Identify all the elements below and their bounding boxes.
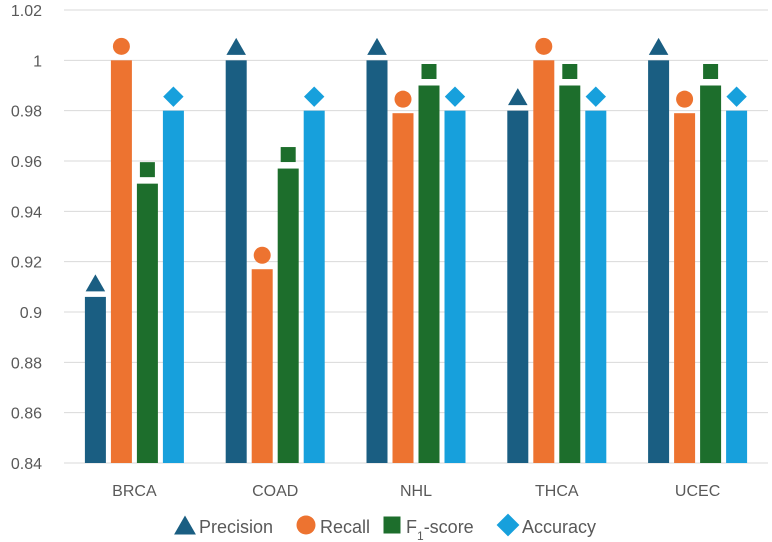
x-category-label: UCEC bbox=[675, 483, 720, 500]
marker-triangle-COAD bbox=[226, 37, 246, 55]
y-tick-label: 0.92 bbox=[11, 255, 42, 272]
bar-triangle-UCEC bbox=[648, 60, 670, 463]
x-category-label: COAD bbox=[252, 483, 298, 500]
bars bbox=[84, 60, 748, 464]
marker-diamond-UCEC bbox=[726, 86, 747, 107]
legend-label-triangle: Precision bbox=[199, 517, 273, 537]
marker-square-THCA bbox=[562, 64, 578, 79]
y-tick-label: 0.96 bbox=[11, 154, 42, 171]
bar-diamond-UCEC bbox=[726, 110, 748, 464]
markers bbox=[85, 37, 747, 292]
bar-circle-COAD bbox=[251, 269, 273, 463]
marker-triangle-THCA bbox=[508, 88, 528, 106]
marker-square-BRCA bbox=[139, 162, 155, 178]
marker-square-UCEC bbox=[703, 64, 719, 79]
marker-triangle-UCEC bbox=[648, 37, 669, 55]
y-tick-label: 0.9 bbox=[20, 305, 42, 322]
y-axis-ticks: 0.84 0.86 0.88 0.9 0.92 0.94 0.96 0.98 1 1.02 bbox=[11, 3, 42, 473]
bar-triangle-COAD bbox=[225, 60, 247, 463]
marker-square-NHL bbox=[421, 64, 437, 79]
y-tick-label: 1.02 bbox=[11, 3, 42, 20]
legend-circle-icon bbox=[296, 515, 316, 535]
legend-label-diamond: Accuracy bbox=[522, 517, 596, 537]
x-category-label: BRCA bbox=[112, 483, 157, 500]
legend-square-icon bbox=[383, 516, 401, 534]
marker-diamond-COAD bbox=[304, 86, 325, 107]
y-tick-label: 0.86 bbox=[11, 406, 42, 423]
marker-circle-NHL bbox=[394, 90, 412, 108]
y-tick-label: 1 bbox=[33, 53, 42, 70]
bar-square-NHL bbox=[418, 85, 440, 463]
y-tick-label: 0.84 bbox=[11, 456, 42, 473]
marker-circle-BRCA bbox=[112, 37, 130, 55]
marker-circle-COAD bbox=[253, 246, 271, 264]
x-category-label: NHL bbox=[400, 483, 432, 500]
marker-square-COAD bbox=[280, 147, 296, 163]
y-tick-label: 0.88 bbox=[11, 355, 42, 372]
legend-label-square: F1-score bbox=[406, 517, 474, 542]
legend-label-circle: Recall bbox=[320, 517, 370, 537]
bar-diamond-NHL bbox=[444, 110, 466, 464]
x-axis-categories: BRCA COAD NHL THCA UCEC bbox=[112, 483, 720, 500]
bar-circle-BRCA bbox=[110, 60, 132, 463]
bar-triangle-BRCA bbox=[84, 296, 106, 463]
bar-square-UCEC bbox=[700, 85, 722, 463]
marker-triangle-NHL bbox=[367, 37, 387, 55]
x-category-label: THCA bbox=[535, 483, 579, 500]
legend: Precision Recall F1-score Accuracy bbox=[174, 513, 596, 542]
bar-square-BRCA bbox=[136, 183, 158, 463]
bar-circle-THCA bbox=[533, 60, 555, 463]
marker-circle-THCA bbox=[535, 37, 553, 55]
legend-diamond-icon bbox=[496, 513, 520, 537]
bar-square-COAD bbox=[277, 168, 299, 464]
y-tick-label: 0.94 bbox=[11, 204, 42, 221]
marker-circle-UCEC bbox=[676, 90, 694, 108]
bar-square-THCA bbox=[559, 85, 581, 463]
marker-diamond-BRCA bbox=[163, 86, 184, 107]
bar-diamond-THCA bbox=[585, 110, 607, 464]
bar-diamond-COAD bbox=[303, 110, 325, 464]
y-tick-label: 0.98 bbox=[11, 104, 42, 121]
legend-triangle-icon bbox=[174, 515, 196, 535]
bar-diamond-BRCA bbox=[162, 110, 184, 464]
marker-triangle-BRCA bbox=[85, 274, 106, 292]
marker-diamond-THCA bbox=[585, 86, 606, 107]
bar-triangle-NHL bbox=[366, 60, 388, 463]
bar-triangle-THCA bbox=[507, 110, 529, 464]
bar-circle-UCEC bbox=[674, 113, 696, 463]
marker-diamond-NHL bbox=[444, 86, 466, 107]
bar-circle-NHL bbox=[392, 113, 414, 463]
